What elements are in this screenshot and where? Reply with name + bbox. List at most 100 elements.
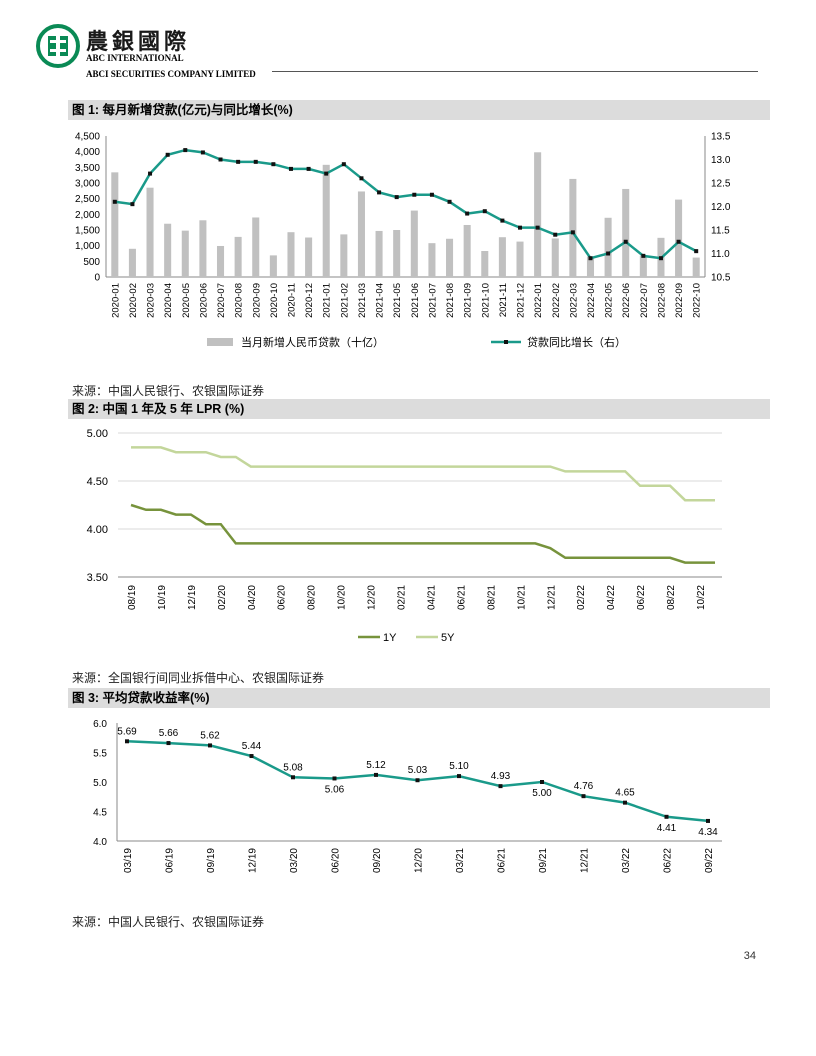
x-tick-label: 2022-08 <box>656 283 667 318</box>
x-tick-label: 2022-06 <box>621 283 632 318</box>
x-tick-label: 12/21 <box>580 848 591 873</box>
x-tick-label: 06/21 <box>456 585 467 610</box>
loan-growth-point <box>588 256 593 261</box>
loan-bar <box>305 237 313 277</box>
y-tick-label-right: 11.0 <box>711 249 730 260</box>
loan-growth-point <box>148 171 153 176</box>
loan-growth-point <box>465 211 470 216</box>
x-tick-label: 02/21 <box>397 585 408 610</box>
figure-1-source: 来源：中国人民银行、农银国际证券 <box>72 384 265 398</box>
x-tick-label: 2020-03 <box>146 283 157 318</box>
loan-bar <box>428 243 436 277</box>
y-tick-label-right: 10.5 <box>711 273 731 284</box>
loan-growth-point <box>623 239 628 244</box>
figure-1-title: 图 1: 每月新增贷款(亿元)与同比增长(%) <box>68 100 770 120</box>
x-tick-label: 08/21 <box>486 585 497 610</box>
x-tick-label: 12/21 <box>546 585 557 610</box>
x-tick-label: 2021-12 <box>516 283 527 318</box>
loan-growth-point <box>658 256 663 261</box>
data-label: 5.66 <box>159 728 179 739</box>
x-tick-label: 03/22 <box>621 848 632 873</box>
legend-bar-label: 当月新增人民币贷款（十亿） <box>241 335 384 349</box>
y-tick-label: 5.5 <box>93 749 107 760</box>
data-label: 4.41 <box>657 823 677 834</box>
x-tick-label: 12/19 <box>248 848 259 873</box>
x-tick-label: 2020-12 <box>304 283 315 318</box>
legend-5y-label: 5Y <box>441 632 455 644</box>
y-tick-label-left: 2,000 <box>75 210 100 221</box>
x-tick-label: 06/19 <box>165 848 176 873</box>
data-label: 5.03 <box>408 765 428 776</box>
loan-growth-point <box>500 218 505 223</box>
loan-growth-point <box>482 209 487 214</box>
loan-bar <box>692 257 700 277</box>
x-tick-label: 2020-10 <box>269 283 280 318</box>
loan-growth-point <box>570 230 575 235</box>
x-tick-label: 2020-04 <box>163 283 174 318</box>
x-tick-label: 2022-03 <box>568 283 579 318</box>
loan-growth-point <box>518 225 523 230</box>
loan-yield-point <box>540 780 544 784</box>
x-tick-label: 2022-09 <box>674 283 685 318</box>
loan-yield-point <box>125 739 129 744</box>
loan-bar <box>463 224 471 277</box>
x-tick-label: 2020-05 <box>181 283 192 318</box>
loan-yield-point <box>581 794 586 799</box>
loan-yield-point <box>332 776 337 781</box>
abc-logo-icon <box>36 24 80 68</box>
loan-bar <box>128 248 136 277</box>
loan-growth-point <box>447 199 452 204</box>
data-label: 5.06 <box>325 784 345 795</box>
loan-bar <box>639 255 647 277</box>
y-tick-label-right: 12.0 <box>711 202 731 213</box>
lpr-5y-line <box>131 446 715 502</box>
loan-growth-point <box>341 162 346 167</box>
loan-bar <box>446 238 454 277</box>
x-tick-label: 09/21 <box>538 848 549 873</box>
y-tick-label-right: 12.5 <box>711 179 731 190</box>
x-tick-label: 10/20 <box>337 585 348 610</box>
brand-name-en: ABC INTERNATIONAL <box>86 53 184 63</box>
x-tick-label: 12/20 <box>414 848 425 873</box>
figure-2-title: 图 2: 中国 1 年及 5 年 LPR (%) <box>68 399 770 419</box>
loan-bar <box>622 188 630 277</box>
x-tick-label: 02/20 <box>217 585 228 610</box>
x-tick-label: 04/21 <box>426 585 437 610</box>
data-label: 5.62 <box>200 730 220 741</box>
x-tick-label: 2020-01 <box>110 283 121 318</box>
y-tick-label-left: 4,000 <box>75 147 100 158</box>
data-label: 5.12 <box>366 760 386 771</box>
x-tick-label: 2021-08 <box>445 283 456 318</box>
x-tick-label: 03/19 <box>123 848 134 873</box>
x-tick-label: 06/20 <box>331 848 342 873</box>
data-label: 5.10 <box>449 761 469 772</box>
loan-growth-point <box>359 176 364 181</box>
loan-bar <box>357 191 365 277</box>
y-tick-label-right: 13.5 <box>711 132 731 143</box>
data-label: 5.44 <box>242 741 262 752</box>
x-tick-label: 08/22 <box>666 585 677 610</box>
loan-bar <box>287 232 295 277</box>
loan-yield-point <box>291 775 295 780</box>
x-tick-label: 2020-02 <box>128 283 139 318</box>
y-tick-label: 3.50 <box>87 572 108 584</box>
loan-bar <box>498 237 506 277</box>
loan-yield-point <box>249 754 254 759</box>
x-tick-label: 2022-07 <box>639 283 650 318</box>
x-tick-label: 2021-02 <box>339 283 350 318</box>
y-tick-label: 4.50 <box>87 476 108 488</box>
x-tick-label: 2021-10 <box>480 283 491 318</box>
x-tick-label: 02/22 <box>576 585 587 610</box>
x-tick-label: 2021-01 <box>322 283 333 318</box>
x-tick-label: 2020-07 <box>216 283 227 318</box>
x-tick-label: 12/20 <box>367 585 378 610</box>
x-tick-label: 2021-11 <box>498 283 509 317</box>
y-tick-label: 4.00 <box>87 524 108 536</box>
loan-growth-point <box>553 232 558 237</box>
x-tick-label: 2021-03 <box>357 283 368 318</box>
loan-bar <box>604 217 612 277</box>
loan-yield-point <box>374 772 378 777</box>
y-tick-label: 4.0 <box>93 837 107 848</box>
data-label: 4.34 <box>698 827 718 838</box>
data-label: 4.76 <box>574 781 594 792</box>
